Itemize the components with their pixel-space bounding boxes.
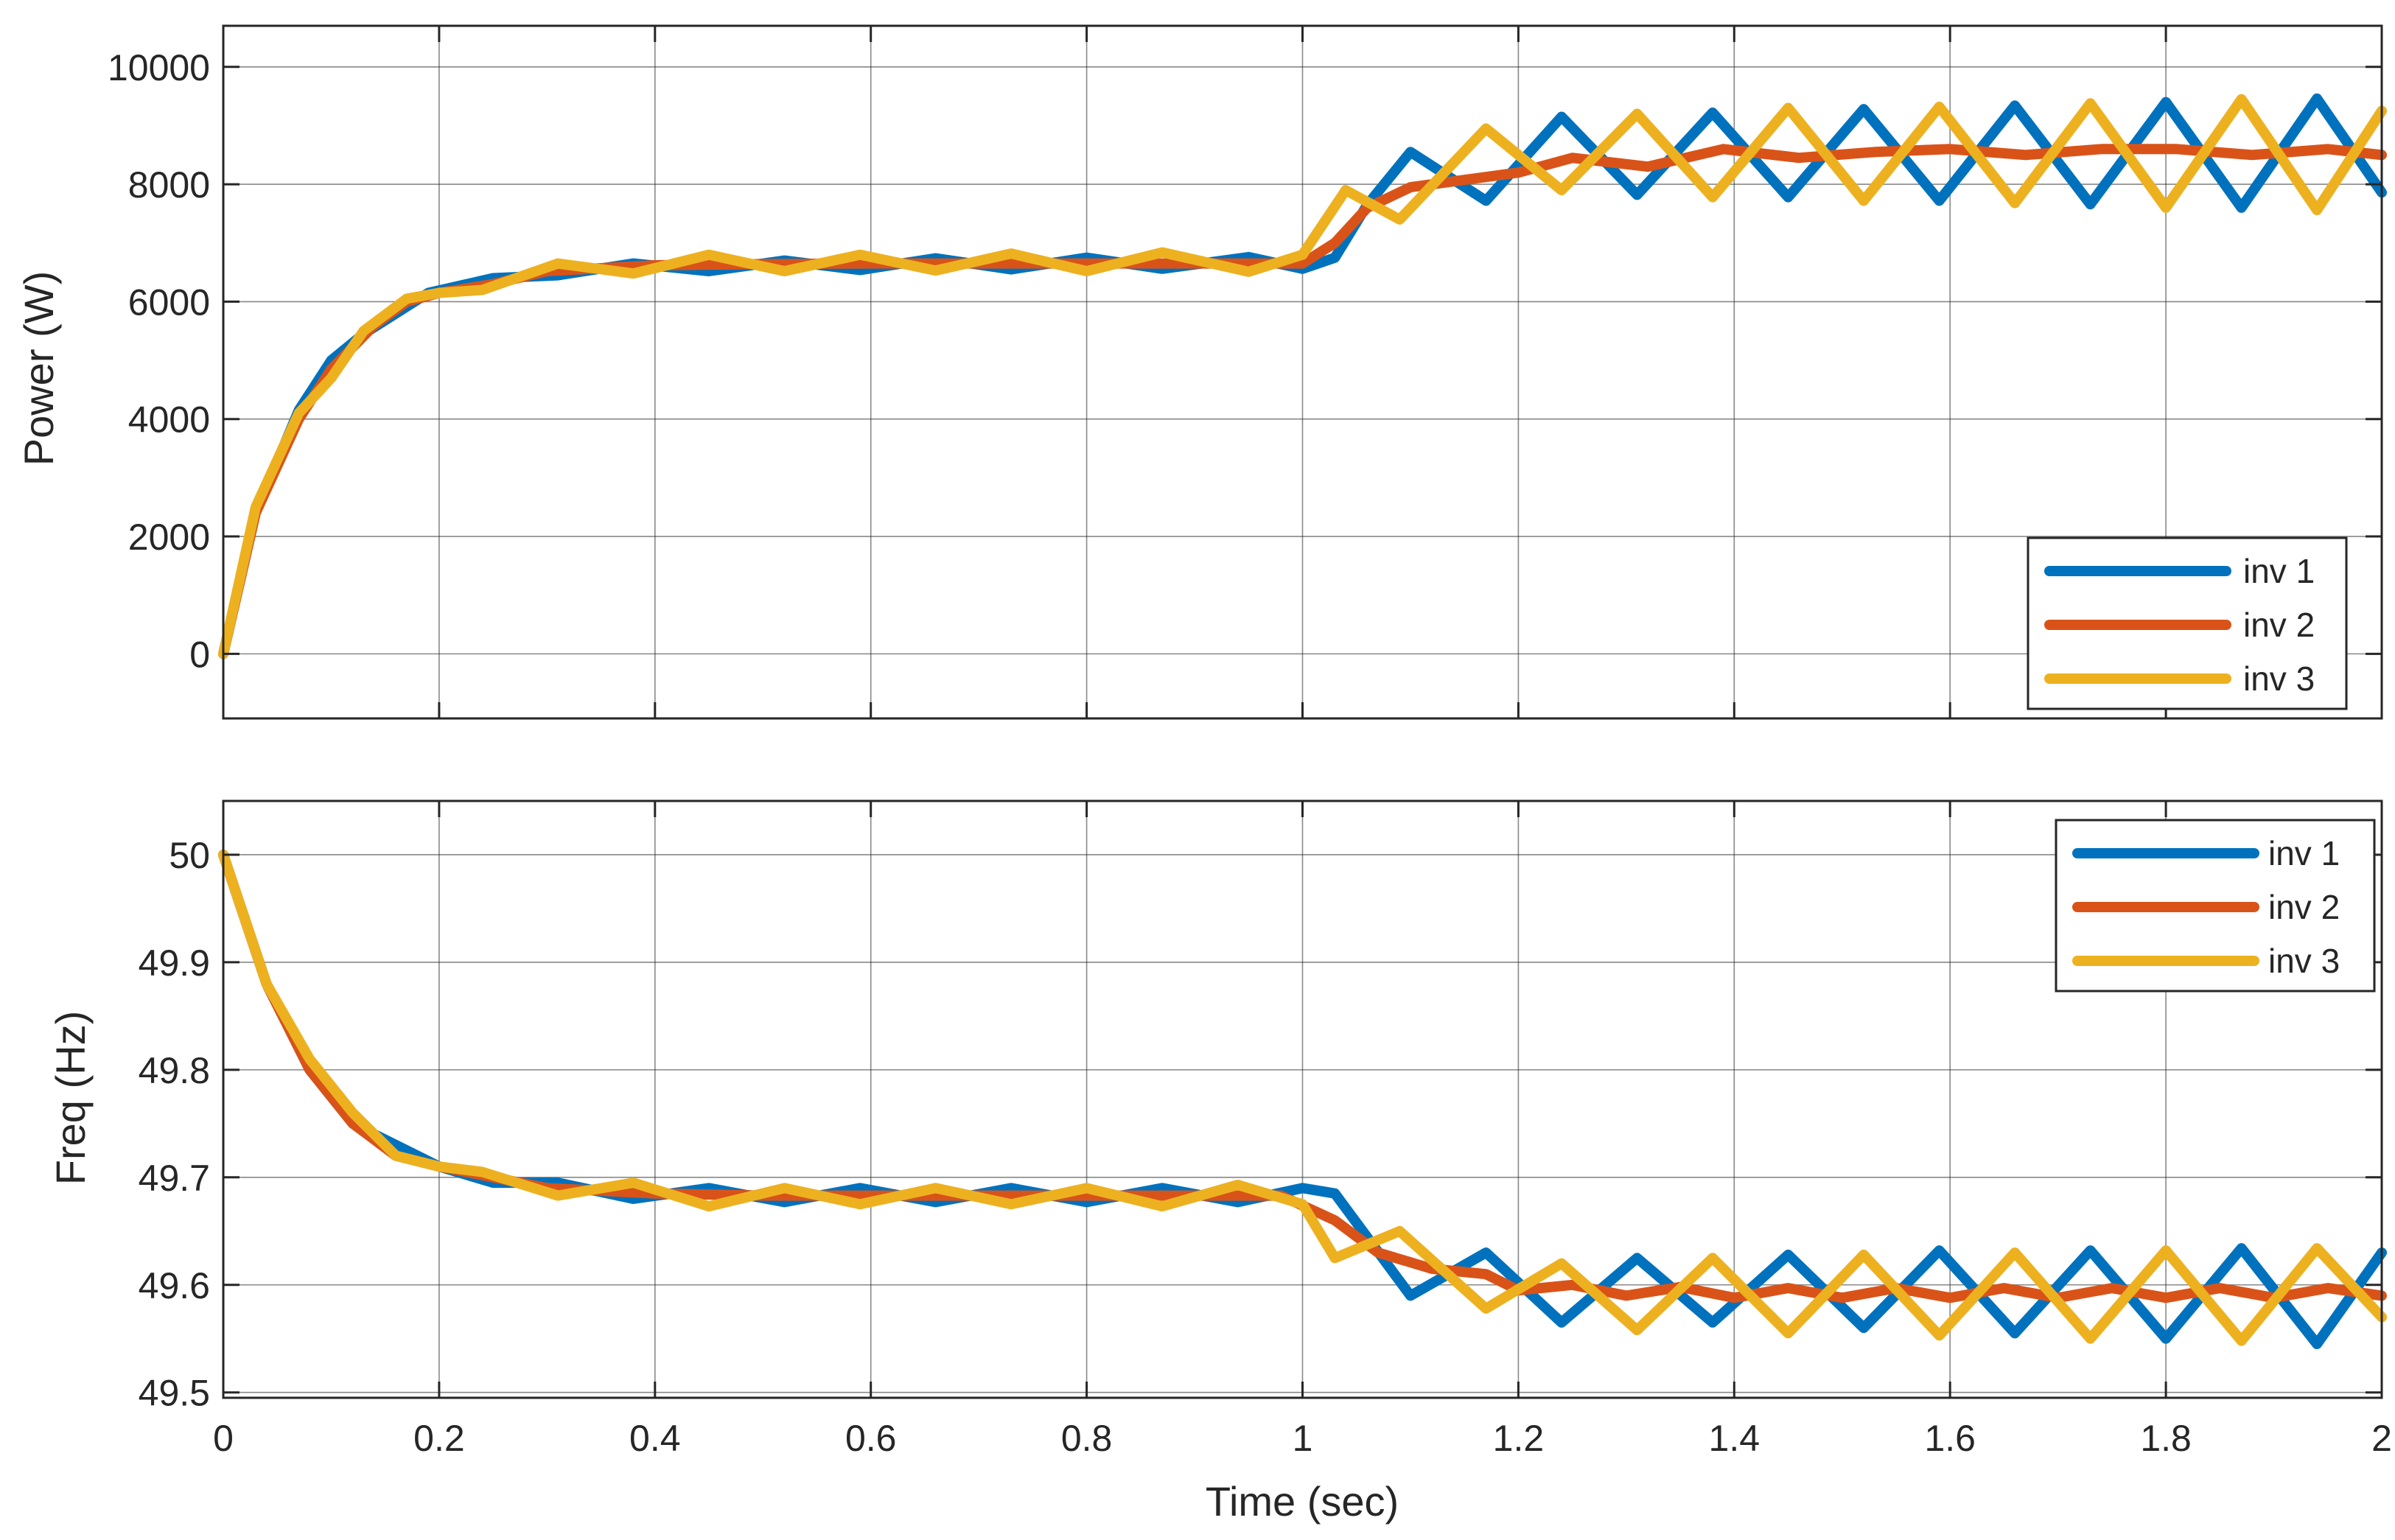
freq-xtick-label-0: 0 <box>213 1418 234 1459</box>
freq-series <box>218 850 2387 1349</box>
freq-ytick-label-49-8: 49.8 <box>139 1050 210 1091</box>
power-y-axis-label: Power (W) <box>15 271 62 466</box>
freq-xtick-label-1-8: 1.8 <box>2140 1418 2192 1459</box>
freq-legend: inv 1 inv 2 inv 3 <box>2055 819 2376 993</box>
x-axis-label: Time (sec) <box>1206 1478 1399 1525</box>
freq-xtick-label-1-4: 1.4 <box>1709 1418 1761 1459</box>
freq-ytick-label-50: 50 <box>169 835 210 876</box>
power-legend-label-inv3: inv 3 <box>2243 659 2315 698</box>
freq-panel: 0 0.2 0.4 0.6 0.8 1 1.2 1.4 1.6 1.8 2 49.5 49.6 49.7 4… <box>47 799 2392 1525</box>
freq-xtick-label-0-6: 0.6 <box>845 1418 897 1459</box>
freq-grid <box>223 801 2382 1398</box>
freq-legend-label-inv3: inv 3 <box>2268 942 2340 980</box>
power-ticks: 0 2000 4000 6000 8000 10000 <box>108 26 2383 718</box>
power-series-inv-3 <box>218 94 2387 659</box>
freq-ytick-label-49-6: 49.6 <box>139 1265 210 1306</box>
power-legend-label-inv2: inv 2 <box>2243 606 2315 644</box>
freq-xtick-label-2: 2 <box>2371 1418 2392 1459</box>
freq-ytick-label-49-5: 49.5 <box>139 1373 210 1414</box>
freq-xtick-label-0-4: 0.4 <box>629 1418 681 1459</box>
power-ytick-label-10000: 10000 <box>108 47 210 88</box>
power-ytick-label-8000: 8000 <box>128 164 210 206</box>
freq-legend-label-inv1: inv 1 <box>2268 834 2340 872</box>
freq-xtick-label-1-6: 1.6 <box>1924 1418 1976 1459</box>
power-ytick-label-0: 0 <box>189 634 210 675</box>
power-ytick-label-4000: 4000 <box>128 399 210 441</box>
power-legend-label-inv1: inv 1 <box>2243 552 2315 590</box>
power-legend: inv 1 inv 2 inv 3 <box>2027 536 2348 710</box>
power-grid <box>223 26 2382 718</box>
freq-ytick-label-49-9: 49.9 <box>139 942 210 984</box>
power-ytick-label-2000: 2000 <box>128 517 210 558</box>
freq-xtick-label-0-2: 0.2 <box>413 1418 465 1459</box>
power-panel: 0 2000 4000 6000 8000 10000 Power (W) inv 1 i… <box>15 24 2387 720</box>
freq-xtick-label-1: 1 <box>1293 1418 1313 1459</box>
freq-y-axis-label: Freq (Hz) <box>47 1011 94 1185</box>
power-series <box>218 93 2387 659</box>
freq-series-inv-3 <box>218 850 2387 1346</box>
freq-ticks: 0 0.2 0.4 0.6 0.8 1 1.2 1.4 1.6 1.8 2 49.5 49.6 49.7 4… <box>139 801 2392 1459</box>
freq-xtick-label-0-8: 0.8 <box>1061 1418 1113 1459</box>
power-ytick-label-6000: 6000 <box>128 281 210 323</box>
freq-xtick-label-1-2: 1.2 <box>1493 1418 1545 1459</box>
freq-ytick-label-49-7: 49.7 <box>139 1158 210 1199</box>
freq-legend-label-inv2: inv 2 <box>2268 888 2340 926</box>
